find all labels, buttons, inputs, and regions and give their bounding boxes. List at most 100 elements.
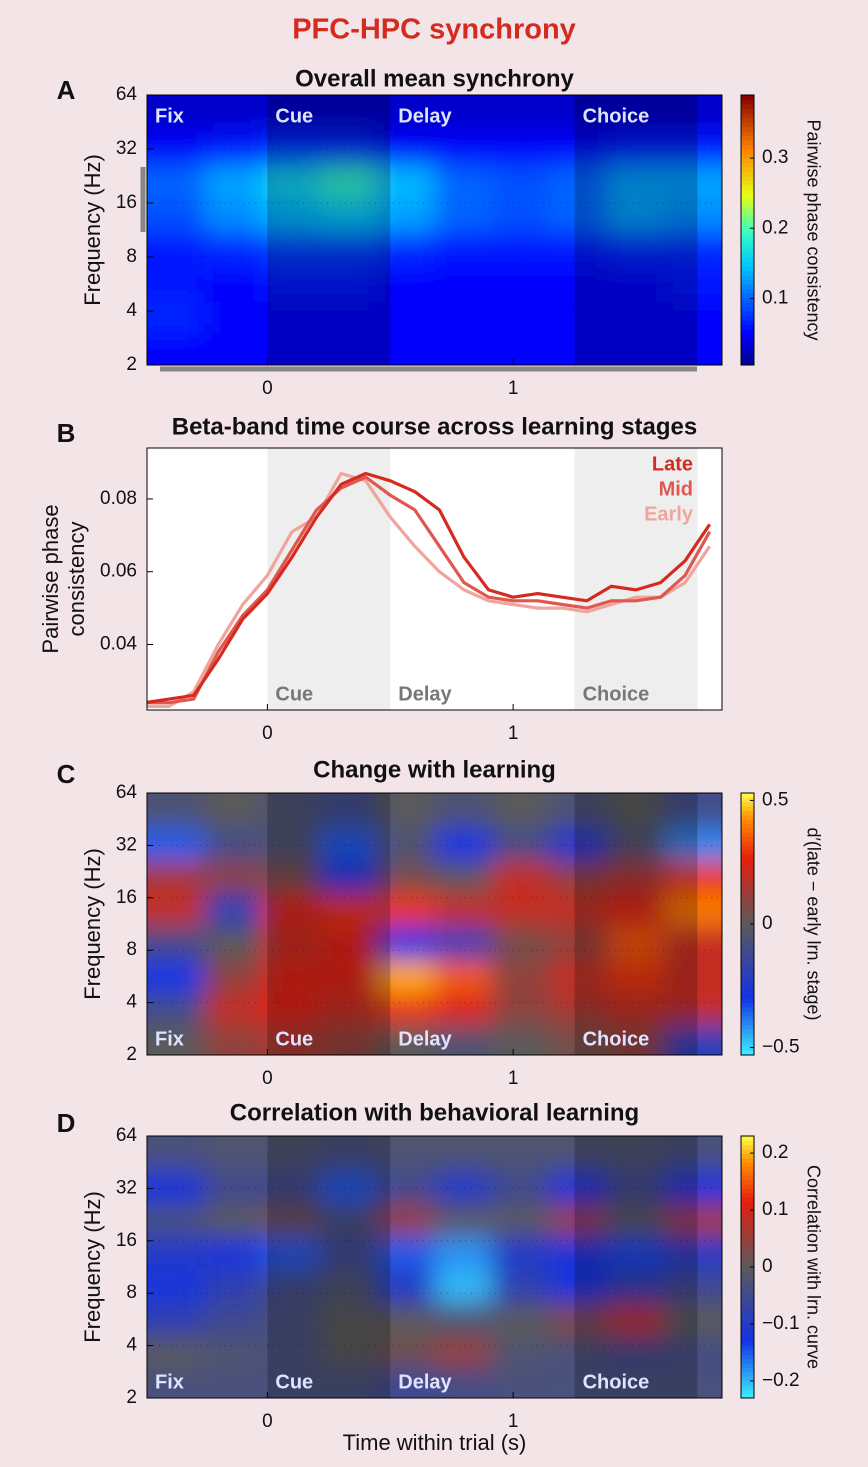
colorbar-step (741, 1149, 754, 1154)
heatmap-cell (377, 1136, 435, 1172)
colorbar-step (741, 302, 754, 307)
heatmap-cell (147, 1136, 205, 1172)
y-axis-label: consistency (64, 522, 89, 637)
colorbar-step (741, 1136, 754, 1141)
colorbar-step (741, 1249, 754, 1255)
epoch-label: Choice (583, 1371, 650, 1393)
epoch-label: Fix (155, 105, 184, 127)
epoch-label: Cue (275, 1371, 313, 1393)
heatmap-cell (262, 960, 320, 994)
colorbar-step (741, 104, 754, 109)
colorbar-step (741, 858, 754, 864)
colorbar-step (741, 333, 754, 339)
colorbar-tick-label: −0.5 (762, 1037, 800, 1058)
epoch-shade (267, 95, 391, 365)
heatmap-cell (434, 1303, 492, 1337)
heatmap-cell (262, 793, 320, 829)
heatmap-cell (377, 828, 435, 862)
colorbar-step (741, 347, 754, 352)
heatmap-cell (204, 893, 262, 927)
heatmap-cell (204, 232, 262, 268)
x-axis-label: Time within trial (s) (343, 1430, 527, 1455)
colorbar-step (741, 1354, 754, 1360)
heatmap-cell (147, 993, 205, 1025)
heatmap-cell (549, 301, 607, 334)
colorbar-step (741, 239, 754, 244)
colorbar-step (741, 1275, 754, 1281)
heatmap-cell (147, 131, 205, 166)
heatmap-cell (204, 131, 262, 166)
colorbar-tick-label: −0.2 (762, 1370, 800, 1391)
series-line (147, 475, 712, 705)
heatmap-cell (147, 828, 205, 862)
colorbar-step (741, 1271, 754, 1277)
colorbar-step (741, 906, 754, 912)
heatmap-cell (204, 926, 262, 961)
y-tick-label: 16 (116, 1230, 137, 1251)
heatmap-cell (492, 1024, 550, 1055)
heatmap-cell (377, 333, 435, 365)
heatmap-cell (147, 301, 205, 334)
heatmap-cell (377, 1269, 435, 1304)
plot-frame (146, 94, 723, 366)
heatmap (147, 1136, 722, 1398)
heatmap-cell (492, 1204, 550, 1237)
legend-entry: Early (644, 503, 694, 525)
heatmap-cell (607, 1204, 665, 1237)
heatmap-cell (664, 1136, 722, 1172)
colorbar-step (741, 284, 754, 289)
colorbar-step (741, 1380, 754, 1386)
colorbar-tick-label: −0.1 (762, 1313, 800, 1334)
colorbar-step (741, 980, 754, 986)
heatmap-cell (434, 861, 492, 894)
heatmap-cell (492, 828, 550, 862)
colorbar-step (741, 976, 754, 982)
heatmap-cell (434, 1269, 492, 1304)
colorbar-step (741, 1301, 754, 1307)
colorbar-step (741, 320, 754, 325)
heatmap-cell (204, 1024, 262, 1055)
colorbar-step (741, 1020, 754, 1025)
heatmap-cell (377, 960, 435, 994)
heatmap-cell (492, 232, 550, 268)
heatmap-cell (664, 95, 722, 132)
heatmap-cell (204, 1204, 262, 1237)
heatmap-cell (204, 1367, 262, 1398)
heatmap-cell (607, 1136, 665, 1172)
heatmap-cell (434, 131, 492, 166)
colorbar-step (741, 841, 754, 846)
colorbar-label: Pairwise phase consistency (803, 119, 823, 340)
y-tick-label: 64 (116, 84, 138, 105)
heatmap (147, 793, 722, 1055)
series-line (147, 471, 712, 708)
heatmap-cell (549, 1136, 607, 1172)
colorbar-step (741, 1166, 754, 1172)
heatmap-cell (147, 232, 205, 268)
heatmap-cell (262, 165, 320, 199)
heatmap-cell (607, 198, 665, 233)
heatmap-cell (204, 793, 262, 829)
colorbar-step (741, 203, 754, 208)
colorbar-frame (740, 94, 755, 366)
heatmap-cell (434, 1336, 492, 1368)
heatmap-cell (147, 1204, 205, 1237)
heatmap-cell (377, 926, 435, 961)
y-tick-label: 2 (126, 1044, 137, 1065)
y-tick-label: 16 (116, 192, 137, 213)
heatmap-cell (204, 1269, 262, 1304)
colorbar-step (741, 198, 754, 204)
colorbar-step (741, 1245, 754, 1251)
colorbar-step (741, 1310, 754, 1316)
colorbar-step (741, 985, 754, 990)
heatmap-cell (262, 198, 320, 233)
colorbar-step (741, 862, 754, 868)
colorbar-step (741, 1170, 754, 1176)
heatmap-cell (434, 926, 492, 961)
heatmap-cell (434, 1236, 492, 1270)
colorbar-step (741, 993, 754, 999)
colorbar-step (741, 1267, 754, 1272)
heatmap-cell (607, 1024, 665, 1055)
heatmap-cell (607, 993, 665, 1025)
colorbar-step (741, 1315, 754, 1320)
